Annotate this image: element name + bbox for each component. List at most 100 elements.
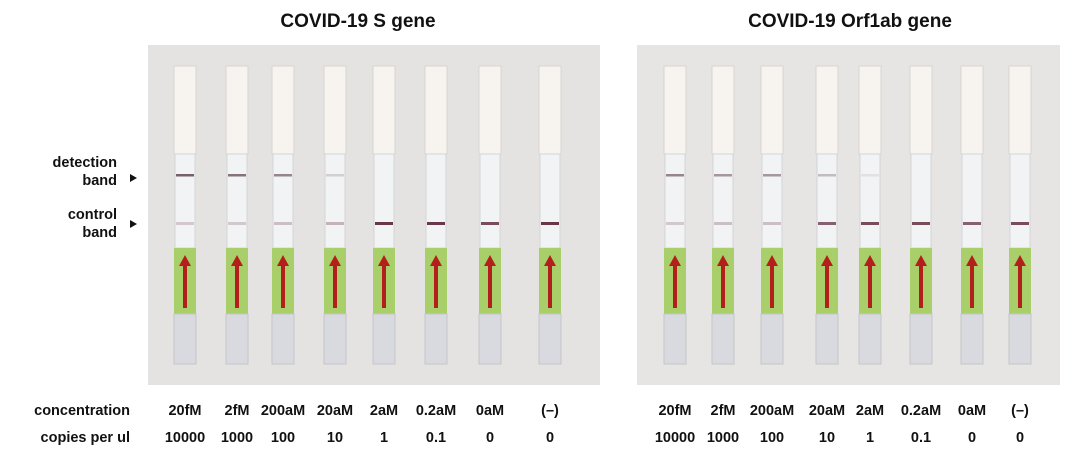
strip-pad xyxy=(711,65,735,155)
strip-base xyxy=(760,313,784,365)
arrow xyxy=(329,255,341,308)
concentration: (–) xyxy=(541,403,559,419)
strip-pad xyxy=(815,65,839,155)
detection-band xyxy=(228,174,246,177)
control-band xyxy=(763,222,781,225)
strip-window xyxy=(226,153,248,249)
copies: 100 xyxy=(760,430,784,446)
strip-pad xyxy=(538,65,562,155)
strip-base xyxy=(424,313,448,365)
detection-band xyxy=(666,174,684,177)
concentration: 0aM xyxy=(958,403,986,419)
arrow xyxy=(484,255,496,308)
concentration: 0aM xyxy=(476,403,504,419)
concentration: 2aM xyxy=(856,403,884,419)
strip-window xyxy=(910,153,932,249)
control-band xyxy=(666,222,684,225)
copies: 1 xyxy=(380,430,388,446)
control-band xyxy=(714,222,732,225)
strip-base xyxy=(909,313,933,365)
strip-window xyxy=(174,153,196,249)
strip-pad xyxy=(478,65,502,155)
arrow xyxy=(277,255,289,308)
strip-window xyxy=(859,153,881,249)
arrow xyxy=(378,255,390,308)
concentration: 200aM xyxy=(261,403,305,419)
detection-band xyxy=(763,174,781,177)
control-band xyxy=(818,222,836,225)
copies: 0 xyxy=(1016,430,1024,446)
copies: 100 xyxy=(271,430,295,446)
strip-base xyxy=(711,313,735,365)
concentration: 2fM xyxy=(225,403,250,419)
arrow xyxy=(717,255,729,308)
row-label: copies per ul xyxy=(41,430,130,446)
band-label: band xyxy=(82,225,117,241)
arrow xyxy=(179,255,191,308)
detection-band xyxy=(861,174,879,177)
arrow xyxy=(966,255,978,308)
strip-base xyxy=(323,313,347,365)
arrow xyxy=(915,255,927,308)
concentration: 0.2aM xyxy=(416,403,456,419)
arrow xyxy=(430,255,442,308)
arrow xyxy=(669,255,681,308)
strip-pad xyxy=(663,65,687,155)
control-band xyxy=(375,222,393,225)
copies: 1000 xyxy=(707,430,739,446)
strip-window xyxy=(373,153,395,249)
detection-band xyxy=(818,174,836,177)
strip-base xyxy=(225,313,249,365)
control-band xyxy=(963,222,981,225)
strip-pad xyxy=(271,65,295,155)
control-band xyxy=(861,222,879,225)
strip-base xyxy=(960,313,984,365)
concentration: 20aM xyxy=(317,403,353,419)
strip-base xyxy=(478,313,502,365)
arrow xyxy=(766,255,778,308)
control-band xyxy=(541,222,559,225)
strip-pad xyxy=(1008,65,1032,155)
concentration: 20fM xyxy=(658,403,691,419)
strip-window xyxy=(712,153,734,249)
strip-window xyxy=(272,153,294,249)
control-band xyxy=(228,222,246,225)
strip-pad xyxy=(225,65,249,155)
strip-base xyxy=(1008,313,1032,365)
arrow xyxy=(864,255,876,308)
detection-band xyxy=(176,174,194,177)
strip-pad xyxy=(960,65,984,155)
copies: 10 xyxy=(819,430,835,446)
copies: 0.1 xyxy=(911,430,931,446)
copies: 0 xyxy=(546,430,554,446)
panel-title: COVID-19 S gene xyxy=(280,11,435,32)
band-label: detection xyxy=(53,155,117,171)
concentration: 20fM xyxy=(168,403,201,419)
panel-title: COVID-19 Orf1ab gene xyxy=(748,11,952,32)
strip-base xyxy=(271,313,295,365)
strip-base xyxy=(663,313,687,365)
control-band xyxy=(481,222,499,225)
strip-window xyxy=(664,153,686,249)
strip-window xyxy=(961,153,983,249)
detection-band xyxy=(274,174,292,177)
strip-window xyxy=(425,153,447,249)
arrow xyxy=(821,255,833,308)
control-band xyxy=(912,222,930,225)
concentration: 2aM xyxy=(370,403,398,419)
control-band xyxy=(427,222,445,225)
concentration: (–) xyxy=(1011,403,1029,419)
detection-band xyxy=(326,174,344,177)
concentration: 0.2aM xyxy=(901,403,941,419)
strip-base xyxy=(815,313,839,365)
row-label: concentration xyxy=(34,403,130,419)
copies: 0 xyxy=(486,430,494,446)
arrow xyxy=(544,255,556,308)
control-band xyxy=(176,222,194,225)
pointer xyxy=(130,174,137,182)
concentration: 20aM xyxy=(809,403,845,419)
strip-window xyxy=(539,153,561,249)
strip-pad xyxy=(858,65,882,155)
strip-window xyxy=(324,153,346,249)
